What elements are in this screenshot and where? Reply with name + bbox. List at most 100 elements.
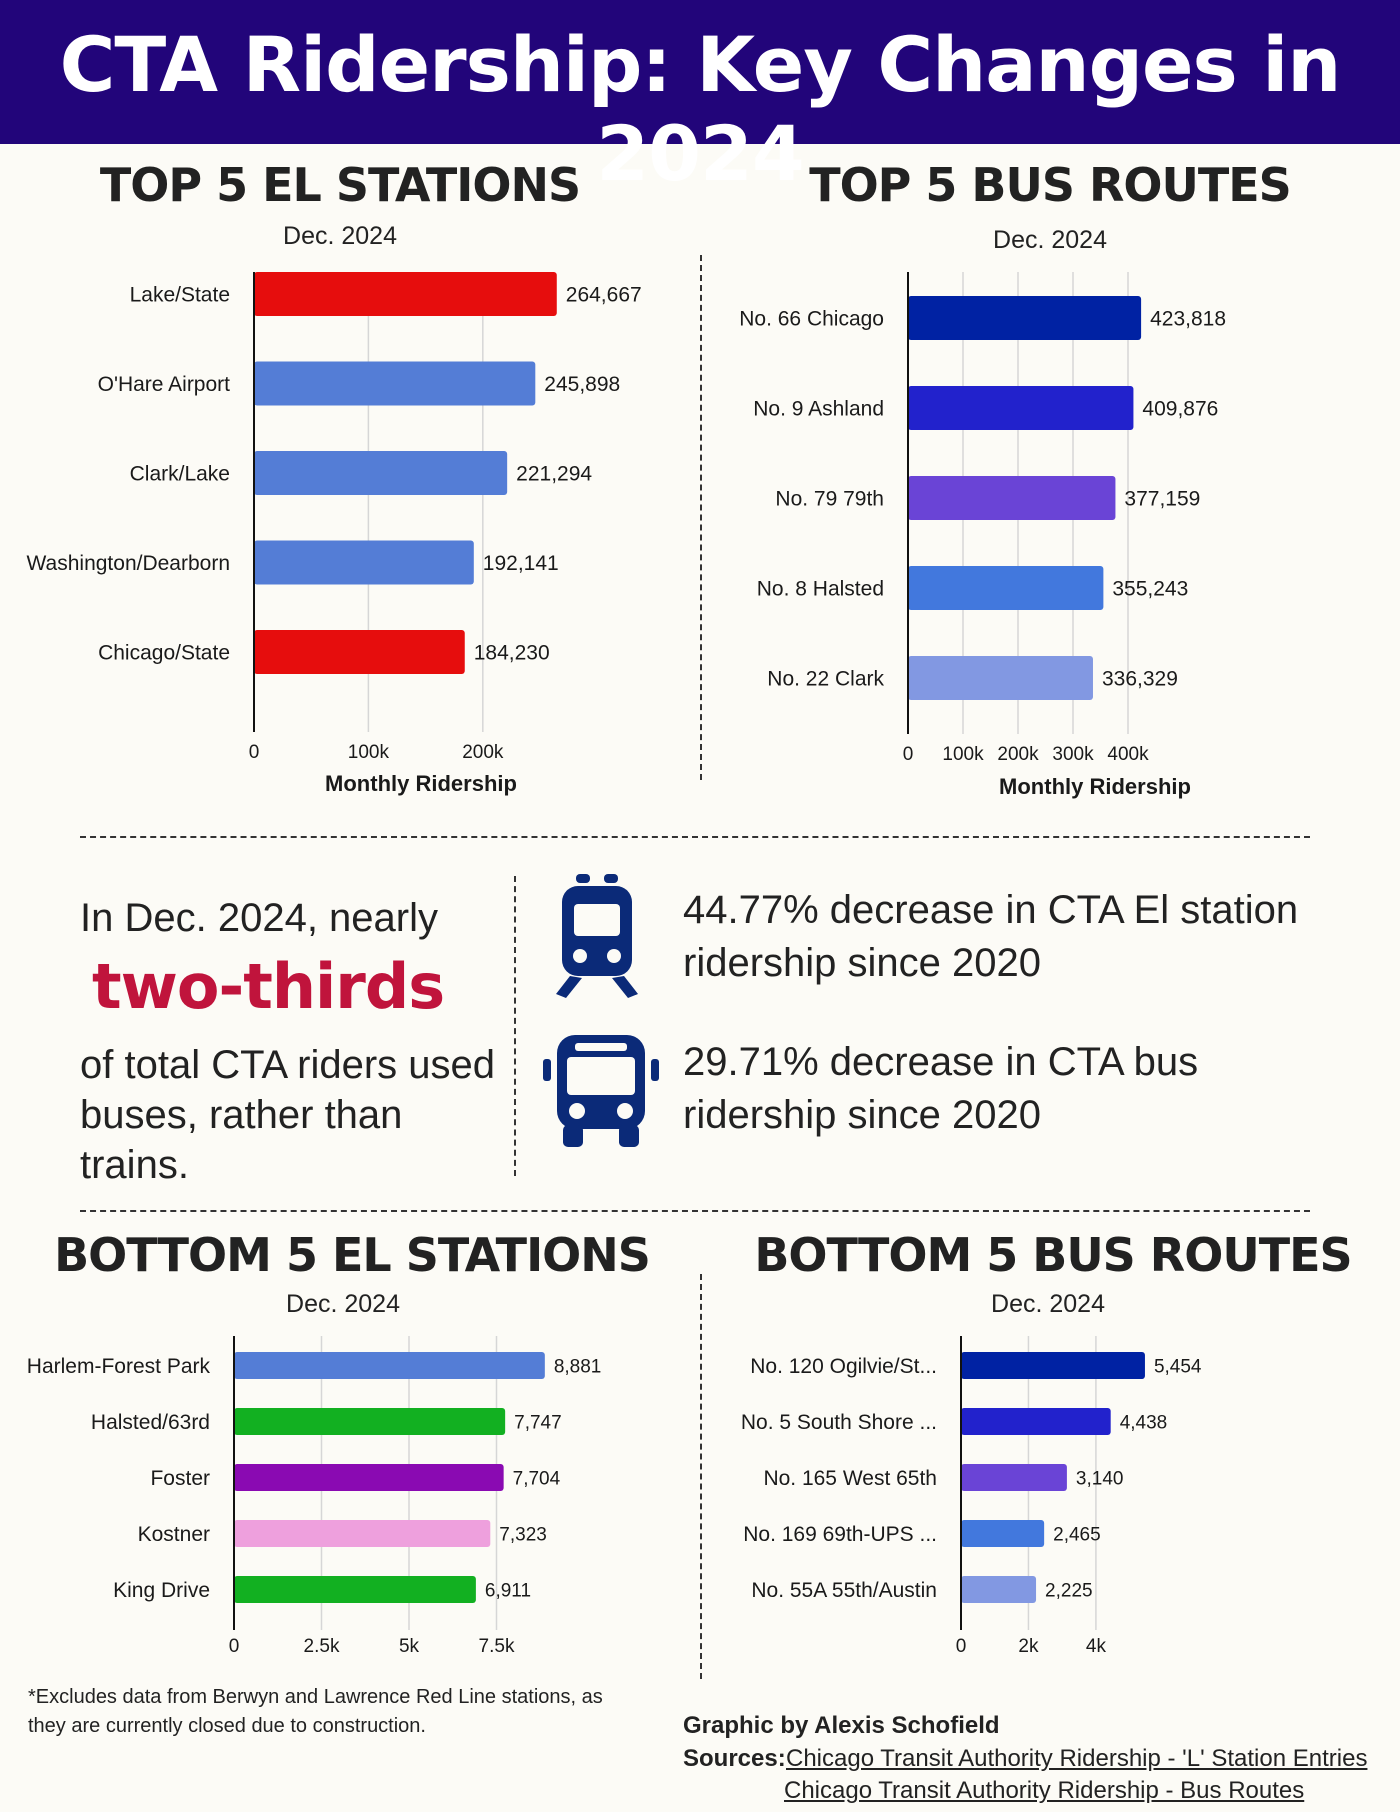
top-el-title: TOP 5 EL STATIONS: [99, 158, 581, 212]
top_bus-value-label: 377,159: [1124, 488, 1200, 511]
top-bus-subtitle: Dec. 2024: [993, 226, 1107, 254]
bottom_bus-tick-label: 4k: [1086, 1636, 1107, 1657]
top_bus-bar: [908, 476, 1116, 520]
bottom_bus-category-label: No. 55A 55th/Austin: [751, 1579, 937, 1602]
bottom_el-tick-label: 5k: [399, 1636, 420, 1657]
bottom_bus-bar: [961, 1408, 1111, 1435]
top_el-category-label: O'Hare Airport: [98, 373, 231, 396]
top_bus-bar: [908, 386, 1134, 430]
top_el-x-axis-label: Monthly Ridership: [325, 771, 517, 796]
bottom_bus-category-label: No. 5 South Shore ...: [741, 1411, 937, 1434]
bottom-vertical-divider: [700, 1274, 702, 1679]
bottom_bus-tick-label: 0: [956, 1636, 967, 1657]
top_bus-value-label: 355,243: [1112, 578, 1188, 601]
bottom-bus-title: BOTTOM 5 BUS ROUTES: [754, 1228, 1352, 1282]
top_bus-bar: [908, 566, 1104, 610]
footnote-line1: *Excludes data from Berwyn and Lawrence …: [28, 1686, 603, 1708]
sources-label: Sources:: [683, 1745, 786, 1772]
bottom_bus-bar: [961, 1576, 1037, 1603]
top_el-tick-label: 0: [249, 742, 260, 763]
top_el-category-label: Washington/Dearborn: [27, 552, 231, 575]
top_el-category-label: Chicago/State: [98, 642, 230, 665]
callout-line1: of total CTA riders used: [80, 1043, 495, 1087]
callout-intro: In Dec. 2024, nearly: [80, 896, 438, 940]
callout-highlight: two-thirds: [92, 950, 445, 1023]
bottom_bus-value-label: 3,140: [1076, 1468, 1124, 1489]
top_bus-category-label: No. 79 79th: [775, 488, 884, 511]
bus-decrease-line2: ridership since 2020: [683, 1093, 1041, 1137]
bottom_el-value-label: 7,323: [499, 1524, 547, 1545]
page-title: CTA Ridership: Key Changes in 2024: [59, 20, 1342, 198]
lower-horizontal-divider: [80, 1210, 1310, 1212]
top_el-value-label: 184,230: [474, 642, 550, 665]
bottom_el-category-label: Halsted/63rd: [91, 1411, 210, 1434]
top_el-bar: [254, 361, 536, 406]
bottom_el-category-label: Harlem-Forest Park: [27, 1355, 211, 1378]
top_bus-category-label: No. 8 Halsted: [757, 578, 884, 601]
el-decrease-line1: 44.77% decrease in CTA El station: [683, 888, 1299, 932]
bottom_el-bar: [234, 1352, 545, 1379]
bottom_bus-bar: [961, 1464, 1067, 1491]
source-link-bus-routes[interactable]: Chicago Transit Authority Ridership - Bu…: [784, 1777, 1305, 1804]
top_el-value-label: 245,898: [544, 373, 620, 396]
top_el-tick-label: 100k: [348, 742, 390, 763]
bottom_el-bar: [234, 1576, 476, 1603]
top_el-category-label: Lake/State: [130, 284, 230, 307]
bus-decrease-line1: 29.71% decrease in CTA bus: [683, 1040, 1199, 1084]
bottom_el-tick-label: 2.5k: [304, 1636, 340, 1657]
callout-line2: buses, rather than trains.: [80, 1093, 403, 1187]
train-icon: [556, 874, 638, 998]
bottom_el-bar: [234, 1408, 506, 1435]
top_bus-category-label: No. 9 Ashland: [753, 398, 884, 421]
bottom_bus-value-label: 4,438: [1120, 1412, 1168, 1433]
bottom_bus-value-label: 2,465: [1053, 1524, 1101, 1545]
top_el-value-label: 221,294: [516, 463, 592, 486]
title-banner: [0, 0, 1400, 144]
byline: Graphic by Alexis Schofield: [683, 1712, 1000, 1739]
bottom_el-value-label: 6,911: [485, 1580, 531, 1601]
bottom_el-value-label: 7,704: [513, 1468, 561, 1489]
top_el-category-label: Clark/Lake: [130, 463, 230, 486]
top_bus-category-label: No. 22 Clark: [767, 668, 884, 691]
top_bus-bar: [908, 656, 1093, 700]
top-vertical-divider: [700, 255, 702, 780]
bottom_bus-tick-label: 2k: [1018, 1636, 1039, 1657]
bottom_el-bar: [234, 1520, 491, 1547]
top_el-bar: [254, 630, 465, 674]
bottom_bus-category-label: No. 165 West 65th: [763, 1467, 937, 1490]
top_el-bar: [254, 451, 508, 495]
top_bus-tick-label: 100k: [942, 744, 984, 765]
bottom_bus-category-label: No. 120 Ogilvie/St...: [750, 1355, 937, 1378]
bottom_bus-value-label: 2,225: [1045, 1580, 1093, 1601]
bottom_el-category-label: Kostner: [138, 1523, 210, 1546]
top_bus-tick-label: 0: [903, 744, 914, 765]
top_bus-bar: [908, 296, 1142, 340]
bottom-el-title: BOTTOM 5 EL STATIONS: [54, 1228, 651, 1282]
top_el-value-label: 264,667: [566, 284, 642, 307]
top_el-tick-label: 200k: [462, 742, 504, 763]
bottom_el-tick-label: 7.5k: [479, 1636, 515, 1657]
bottom_el-category-label: Foster: [150, 1467, 210, 1490]
source-link-l-stations[interactable]: Chicago Transit Authority Ridership - 'L…: [786, 1745, 1368, 1772]
bottom_el-value-label: 7,747: [514, 1412, 562, 1433]
bottom-el-chart: 0 2.5k 5k 7.5k Harlem-Forest Park 8,881 Halste…: [27, 1336, 602, 1657]
bottom_bus-bar: [961, 1352, 1145, 1379]
upper-horizontal-divider: [80, 836, 1310, 838]
bottom-bus-chart: 0 2k 4k No. 120 Ogilvie/St... 5,454 No. 5 Sou…: [741, 1336, 1202, 1657]
top_el-value-label: 192,141: [483, 552, 559, 575]
bottom_bus-category-label: No. 169 69th-UPS ...: [743, 1523, 937, 1546]
top_bus-category-label: No. 66 Chicago: [739, 308, 884, 331]
el-decrease-line2: ridership since 2020: [683, 941, 1041, 985]
top_el-bar: [254, 272, 557, 316]
bottom_bus-value-label: 5,454: [1154, 1356, 1202, 1377]
top_bus-value-label: 423,818: [1150, 308, 1226, 331]
bottom_el-category-label: King Drive: [113, 1579, 210, 1602]
bottom-bus-subtitle: Dec. 2024: [991, 1290, 1105, 1318]
bottom_el-tick-label: 0: [229, 1636, 240, 1657]
bottom_el-value-label: 8,881: [554, 1356, 602, 1377]
top_bus-x-axis-label: Monthly Ridership: [999, 774, 1191, 799]
top_bus-tick-label: 300k: [1052, 744, 1094, 765]
top_el-bar: [254, 540, 474, 585]
footnote-line2: they are currently closed due to constru…: [28, 1715, 426, 1737]
top_bus-tick-label: 200k: [997, 744, 1039, 765]
